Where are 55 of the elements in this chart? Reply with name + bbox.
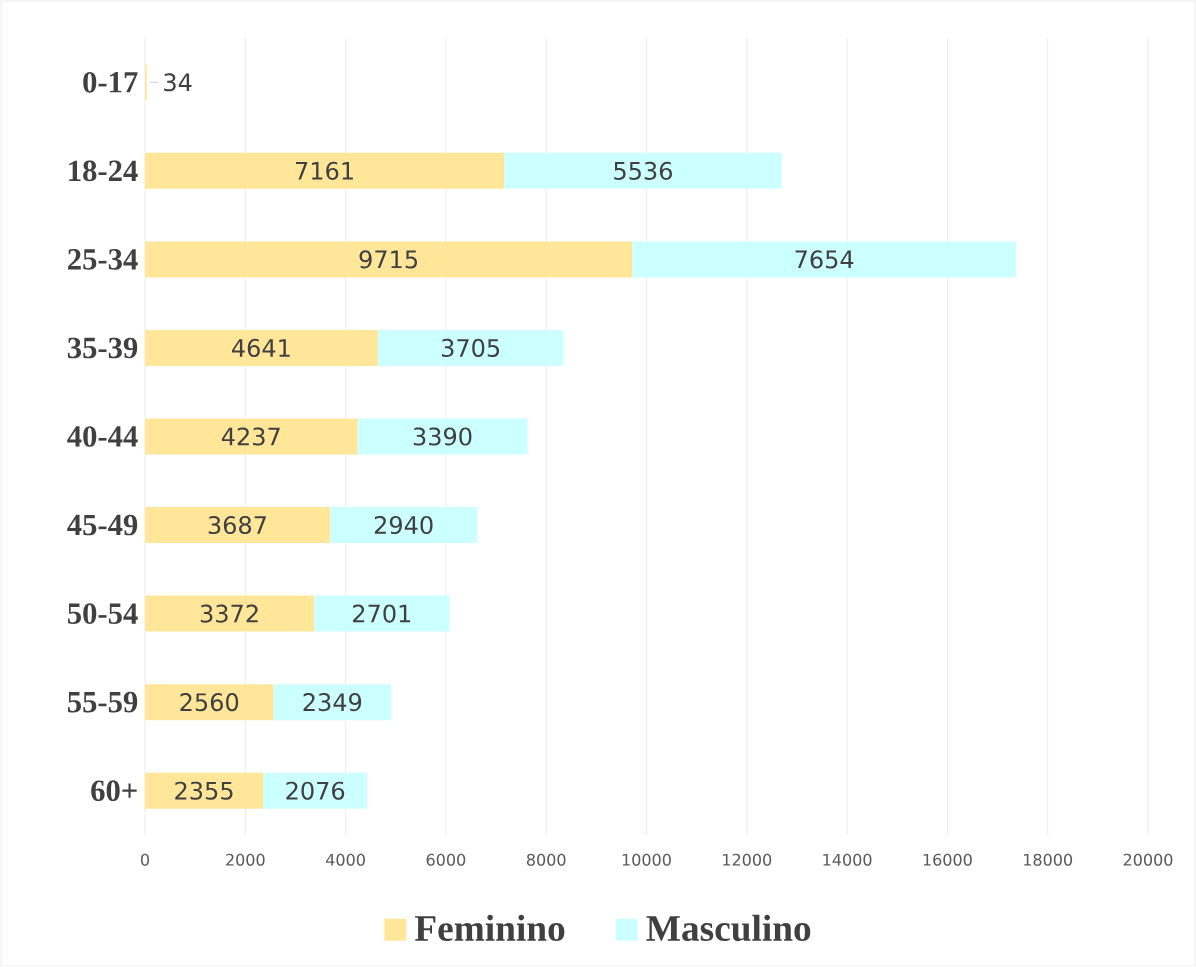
- x-tick-label: 4000: [326, 853, 365, 866]
- data-label: 7161: [296, 161, 353, 180]
- x-tick-label: 0: [140, 853, 150, 866]
- data-label: 3687: [208, 515, 266, 535]
- y-tick-label: 35-39: [67, 337, 138, 359]
- data-label: 5536: [614, 161, 672, 180]
- legend-label: Masculino: [646, 914, 811, 942]
- data-label: 3390: [413, 427, 472, 446]
- data-label: 9715: [359, 250, 418, 269]
- data-label: 2355: [175, 781, 233, 800]
- bar: [145, 772, 264, 809]
- data-label: 3372: [200, 604, 258, 623]
- bar: [329, 507, 478, 544]
- x-tick-label: 20000: [1123, 853, 1173, 866]
- bar: [145, 241, 633, 278]
- y-tick-label: 18-24: [69, 160, 138, 182]
- x-tick-label: 2000: [226, 853, 265, 866]
- x-tick-label: 10000: [622, 853, 671, 866]
- data-label: 4641: [232, 338, 290, 358]
- x-tick-label: 6000: [426, 853, 466, 866]
- data-label: 2701: [353, 604, 411, 623]
- data-label: 2560: [180, 693, 239, 712]
- y-tick-label: 40-44: [67, 426, 138, 447]
- data-label: 2349: [303, 693, 362, 712]
- bar: [145, 329, 378, 366]
- data-label: 34: [164, 73, 192, 92]
- y-tick-label: 25-34: [68, 249, 138, 270]
- x-tick-label: 8000: [526, 853, 566, 866]
- bar: [145, 595, 315, 632]
- data-label: 7654: [795, 250, 854, 269]
- x-tick-label: 16000: [923, 853, 972, 866]
- bar: [632, 241, 1017, 278]
- bar: [273, 684, 392, 721]
- x-tick-label: 12000: [723, 853, 772, 866]
- data-label: 2076: [286, 781, 345, 800]
- y-tick-label: 55-59: [67, 691, 138, 713]
- data-label: 2940: [374, 515, 433, 535]
- bar: [145, 152, 505, 189]
- y-tick-label: 50-54: [67, 603, 138, 624]
- bar: [504, 152, 782, 189]
- x-tick-label: 18000: [1024, 853, 1073, 866]
- y-tick-label: 0-17: [83, 71, 138, 93]
- bar: [145, 684, 274, 721]
- bar: [145, 507, 330, 544]
- legend-label: Feminino: [414, 914, 565, 942]
- y-tick-label: 60+: [91, 780, 137, 802]
- bar: [357, 418, 528, 455]
- bar: [263, 772, 368, 809]
- x-tick-label: 14000: [823, 853, 872, 866]
- data-label: 3705: [441, 338, 500, 358]
- bar: [377, 329, 564, 366]
- bar: [145, 418, 358, 455]
- bar: [314, 595, 450, 632]
- data-label: 4237: [221, 427, 280, 446]
- y-tick-label: 45-49: [67, 514, 138, 536]
